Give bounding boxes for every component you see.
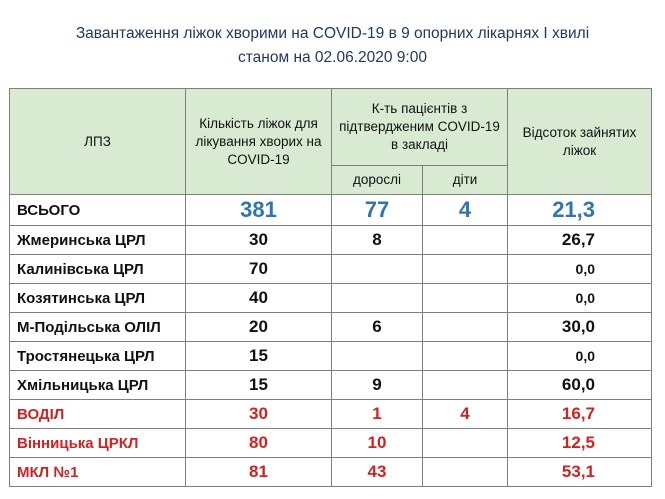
hospital-name: Козятинська ЦРЛ: [9, 283, 186, 313]
occupancy-percent: 53,1: [507, 457, 653, 487]
occupancy-percent: 0,0: [507, 254, 653, 284]
hospital-name: ВСЬОГО: [9, 194, 186, 226]
header-patients: К-ть пацієнтів з підтвердженим COVID-19 …: [330, 88, 509, 166]
children-count: [421, 341, 509, 371]
occupancy-percent: 26,7: [507, 225, 653, 255]
beds-count: 20: [185, 312, 332, 342]
beds-count: 15: [185, 370, 332, 400]
table-row-total: ВСЬОГО 381 77 4 21,3: [9, 194, 653, 226]
beds-count: 70: [185, 254, 332, 284]
adults-count: [331, 341, 423, 371]
beds-count: 30: [185, 225, 332, 255]
header-lpz: ЛПЗ: [9, 88, 186, 195]
adults-count: 6: [331, 312, 423, 342]
adults-count: [331, 254, 423, 284]
header-children: діти: [421, 165, 509, 195]
hospital-name: Вінницька ЦРКЛ: [9, 428, 186, 458]
beds-count: 81: [185, 457, 332, 487]
occupancy-percent: 16,7: [507, 399, 653, 429]
table-row: Жмеринська ЦРЛ 30 8 26,7: [9, 225, 653, 255]
table-row: М-Подільська ОЛІЛ 20 6 30,0: [9, 312, 653, 342]
children-count: [421, 254, 509, 284]
children-count: [421, 428, 509, 458]
header-adults: дорослі: [331, 165, 423, 195]
table-row: Вінницька ЦРКЛ 80 10 12,5: [9, 428, 653, 458]
adults-count: 43: [331, 457, 423, 487]
adults-count: 1: [331, 399, 423, 429]
beds-count: 30: [185, 399, 332, 429]
children-count: [421, 370, 509, 400]
hospital-name: МКЛ №1: [9, 457, 186, 487]
hospital-name: Калинівська ЦРЛ: [9, 254, 186, 284]
hospital-name: ВОДІЛ: [9, 399, 186, 429]
table-row: ВОДІЛ 30 1 4 16,7: [9, 399, 653, 429]
title-line-2: станом на 02.06.2020 9:00: [238, 49, 427, 66]
children-count: 4: [421, 399, 509, 429]
adults-count: 9: [331, 370, 423, 400]
table-row: Калинівська ЦРЛ 70 0,0: [9, 254, 653, 284]
table-row: Козятинська ЦРЛ 40 0,0: [9, 283, 653, 313]
header-percent: Відсоток зайнятих ліжок: [507, 88, 653, 195]
hospital-name: Тростянецька ЦРЛ: [9, 341, 186, 371]
table-row: МКЛ №1 81 43 53,1: [9, 457, 653, 487]
adults-count: [331, 283, 423, 313]
adults-count: 10: [331, 428, 423, 458]
occupancy-percent: 60,0: [507, 370, 653, 400]
title-line-1: Завантаження ліжок хворими на COVID-19 в…: [75, 25, 590, 42]
header-beds: Кількість ліжок для лікування хворих на …: [185, 88, 332, 195]
children-count: [421, 457, 509, 487]
adults-count: 8: [331, 225, 423, 255]
occupancy-percent: 21,3: [507, 194, 653, 226]
beds-count: 15: [185, 341, 332, 371]
adults-count: 77: [331, 194, 423, 226]
beds-count: 80: [185, 428, 332, 458]
beds-count: 381: [185, 194, 332, 226]
table-row: Тростянецька ЦРЛ 15 0,0: [9, 341, 653, 371]
children-count: [421, 312, 509, 342]
table-row: Хмільницька ЦРЛ 15 9 60,0: [9, 370, 653, 400]
page-title: Завантаження ліжок хворими на COVID-19 в…: [0, 22, 665, 70]
children-count: 4: [421, 194, 509, 226]
hospital-name: Хмільницька ЦРЛ: [9, 370, 186, 400]
hospital-name: М-Подільська ОЛІЛ: [9, 312, 186, 342]
hospital-name: Жмеринська ЦРЛ: [9, 225, 186, 255]
occupancy-percent: 0,0: [507, 283, 653, 313]
occupancy-percent: 12,5: [507, 428, 653, 458]
beds-count: 40: [185, 283, 332, 313]
children-count: [421, 283, 509, 313]
occupancy-percent: 30,0: [507, 312, 653, 342]
children-count: [421, 225, 509, 255]
occupancy-percent: 0,0: [507, 341, 653, 371]
bed-occupancy-table: ЛПЗ Кількість ліжок для лікування хворих…: [9, 88, 653, 487]
